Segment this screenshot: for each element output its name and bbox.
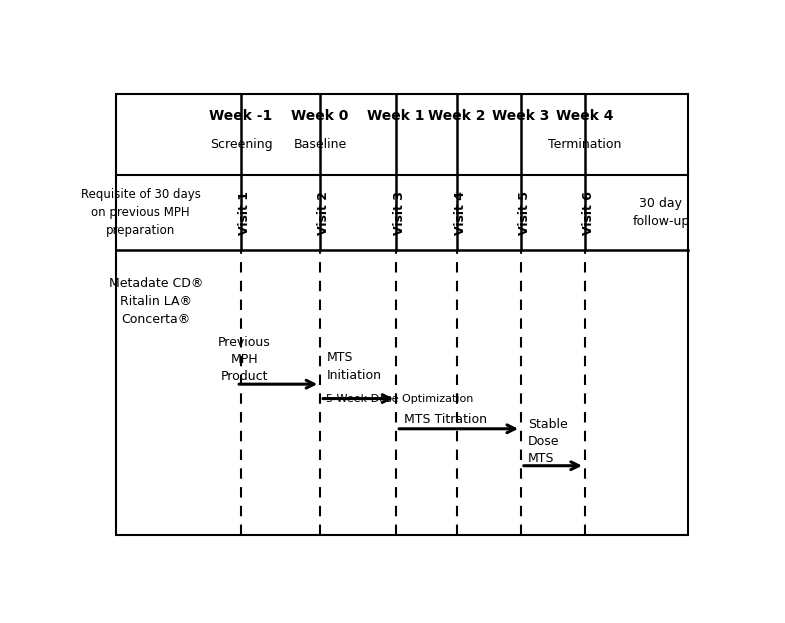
Text: Concerta®: Concerta® bbox=[122, 313, 191, 326]
Text: 5 Week Dose Optimization: 5 Week Dose Optimization bbox=[327, 394, 473, 404]
Text: Ritalin LA®: Ritalin LA® bbox=[120, 295, 192, 308]
Text: Week 1: Week 1 bbox=[367, 108, 425, 123]
Text: Metadate CD®: Metadate CD® bbox=[109, 277, 203, 290]
Text: Week -1: Week -1 bbox=[210, 108, 272, 123]
Text: Week 2: Week 2 bbox=[429, 108, 486, 123]
Text: Visit 5: Visit 5 bbox=[518, 191, 531, 235]
Text: 30 day
follow-up: 30 day follow-up bbox=[632, 197, 689, 228]
Text: Screening: Screening bbox=[210, 138, 272, 151]
Text: Previous
MPH
Product: Previous MPH Product bbox=[217, 336, 271, 383]
Text: Week 0: Week 0 bbox=[291, 108, 349, 123]
Text: Visit 6: Visit 6 bbox=[582, 191, 595, 235]
Text: Visit 3: Visit 3 bbox=[393, 191, 407, 235]
Text: MTS
Initiation: MTS Initiation bbox=[327, 351, 382, 382]
Text: MTS Titration: MTS Titration bbox=[403, 413, 487, 426]
Text: Baseline: Baseline bbox=[294, 138, 347, 151]
Text: Week 3: Week 3 bbox=[492, 108, 550, 123]
Text: Requisite of 30 days
on previous MPH
preparation: Requisite of 30 days on previous MPH pre… bbox=[81, 188, 201, 237]
Text: Visit 2: Visit 2 bbox=[317, 191, 330, 235]
Text: Week 4: Week 4 bbox=[556, 108, 614, 123]
Text: Stable
Dose
MTS: Stable Dose MTS bbox=[528, 418, 568, 465]
Text: Visit 4: Visit 4 bbox=[455, 191, 467, 235]
Text: Visit 1: Visit 1 bbox=[238, 191, 251, 235]
Text: Termination: Termination bbox=[548, 138, 622, 151]
